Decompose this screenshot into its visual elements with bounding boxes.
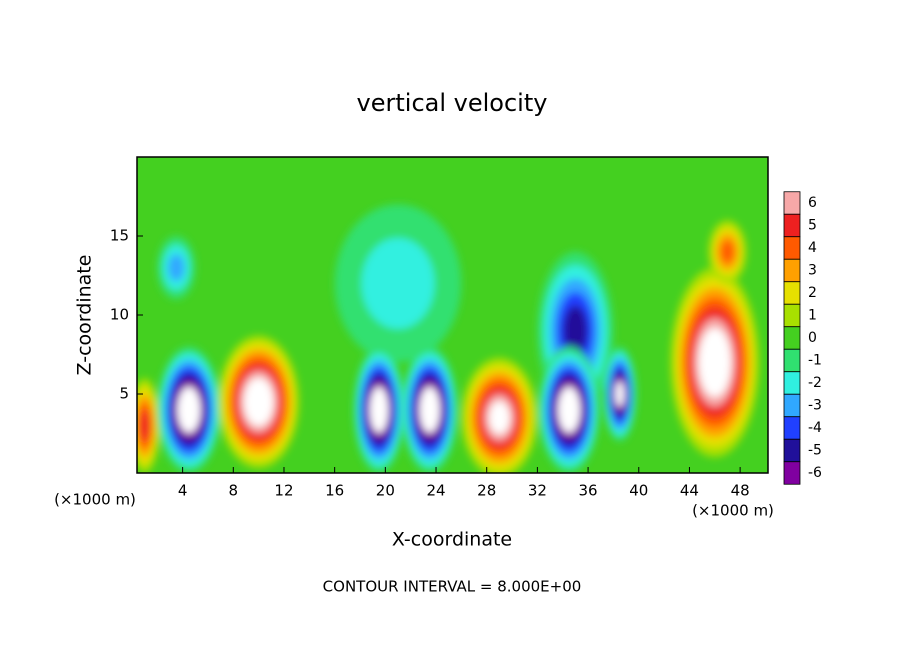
cell-level xyxy=(422,393,437,426)
contour-note: CONTOUR INTERVAL = 8.000E+00 xyxy=(323,578,582,596)
colorbar-label: 4 xyxy=(808,240,817,256)
cell-level xyxy=(489,401,510,434)
colorbar-swatch xyxy=(783,438,801,463)
cell-level xyxy=(615,381,625,407)
field xyxy=(137,157,768,473)
colorbar-label: 0 xyxy=(808,330,817,346)
cell-level xyxy=(168,253,185,282)
y-tick-label: 10 xyxy=(110,306,129,324)
colorbar-swatch xyxy=(783,371,801,395)
cell-level xyxy=(372,393,386,426)
x-tick-label: 16 xyxy=(325,482,344,500)
x-tick-label: 8 xyxy=(229,482,239,500)
x-tick-label: 12 xyxy=(274,482,293,500)
colorbar-swatch xyxy=(783,416,801,440)
x-tick-label: 40 xyxy=(629,482,648,500)
cell-level xyxy=(139,410,150,441)
colorbar-swatch xyxy=(783,213,801,238)
cell-level xyxy=(561,393,577,426)
colorbar-swatch xyxy=(783,303,801,328)
x-axis-label: X-coordinate xyxy=(392,529,512,551)
chart-title: vertical velocity xyxy=(357,89,548,117)
colorbar-swatch xyxy=(783,348,801,373)
x-tick-label: 28 xyxy=(477,482,496,500)
colorbar-label: -2 xyxy=(808,375,822,391)
x-tick-label: 36 xyxy=(579,482,598,500)
cell-level xyxy=(180,393,198,426)
colorbar-label: 3 xyxy=(808,263,817,279)
colorbar-label: -3 xyxy=(808,398,822,414)
x-tick-label: 4 xyxy=(178,482,188,500)
colorbar-label: -1 xyxy=(808,353,822,369)
field-cells xyxy=(137,204,760,473)
colorbar-label: -4 xyxy=(808,420,822,436)
colorbar-label: -6 xyxy=(808,465,822,481)
cell-level xyxy=(720,240,735,264)
colorbar-swatch xyxy=(783,281,801,305)
cell-level xyxy=(248,384,270,419)
x-tick-label: 24 xyxy=(426,482,445,500)
colorbar-swatch xyxy=(783,236,801,260)
colorbar-swatch xyxy=(783,461,801,485)
x-tick-label: 48 xyxy=(731,482,750,500)
y-tick-label: 5 xyxy=(119,385,129,403)
cell-level xyxy=(361,237,435,329)
x-tick-label: 20 xyxy=(376,482,395,500)
x-unit-right: (×1000 m) xyxy=(692,502,774,520)
x-tick-label: 44 xyxy=(680,482,699,500)
y-axis-label: Z-coordinate xyxy=(74,255,96,376)
colorbar-label: 5 xyxy=(808,218,817,234)
colorbar-swatch xyxy=(783,393,801,418)
x-tick-label: 32 xyxy=(528,482,547,500)
colorbar-swatch xyxy=(783,258,801,283)
cell-level xyxy=(563,305,588,357)
colorbar-swatch xyxy=(783,326,801,350)
colorbar-label: 1 xyxy=(808,308,817,324)
y-tick-label: 15 xyxy=(110,227,129,245)
colorbar-label: 6 xyxy=(808,195,817,211)
colorbar-swatch xyxy=(783,191,801,215)
colorbar-label: -5 xyxy=(808,443,822,459)
colorbar-label: 2 xyxy=(808,285,817,301)
x-unit-left: (×1000 m) xyxy=(54,491,136,509)
cell-level xyxy=(703,338,727,387)
